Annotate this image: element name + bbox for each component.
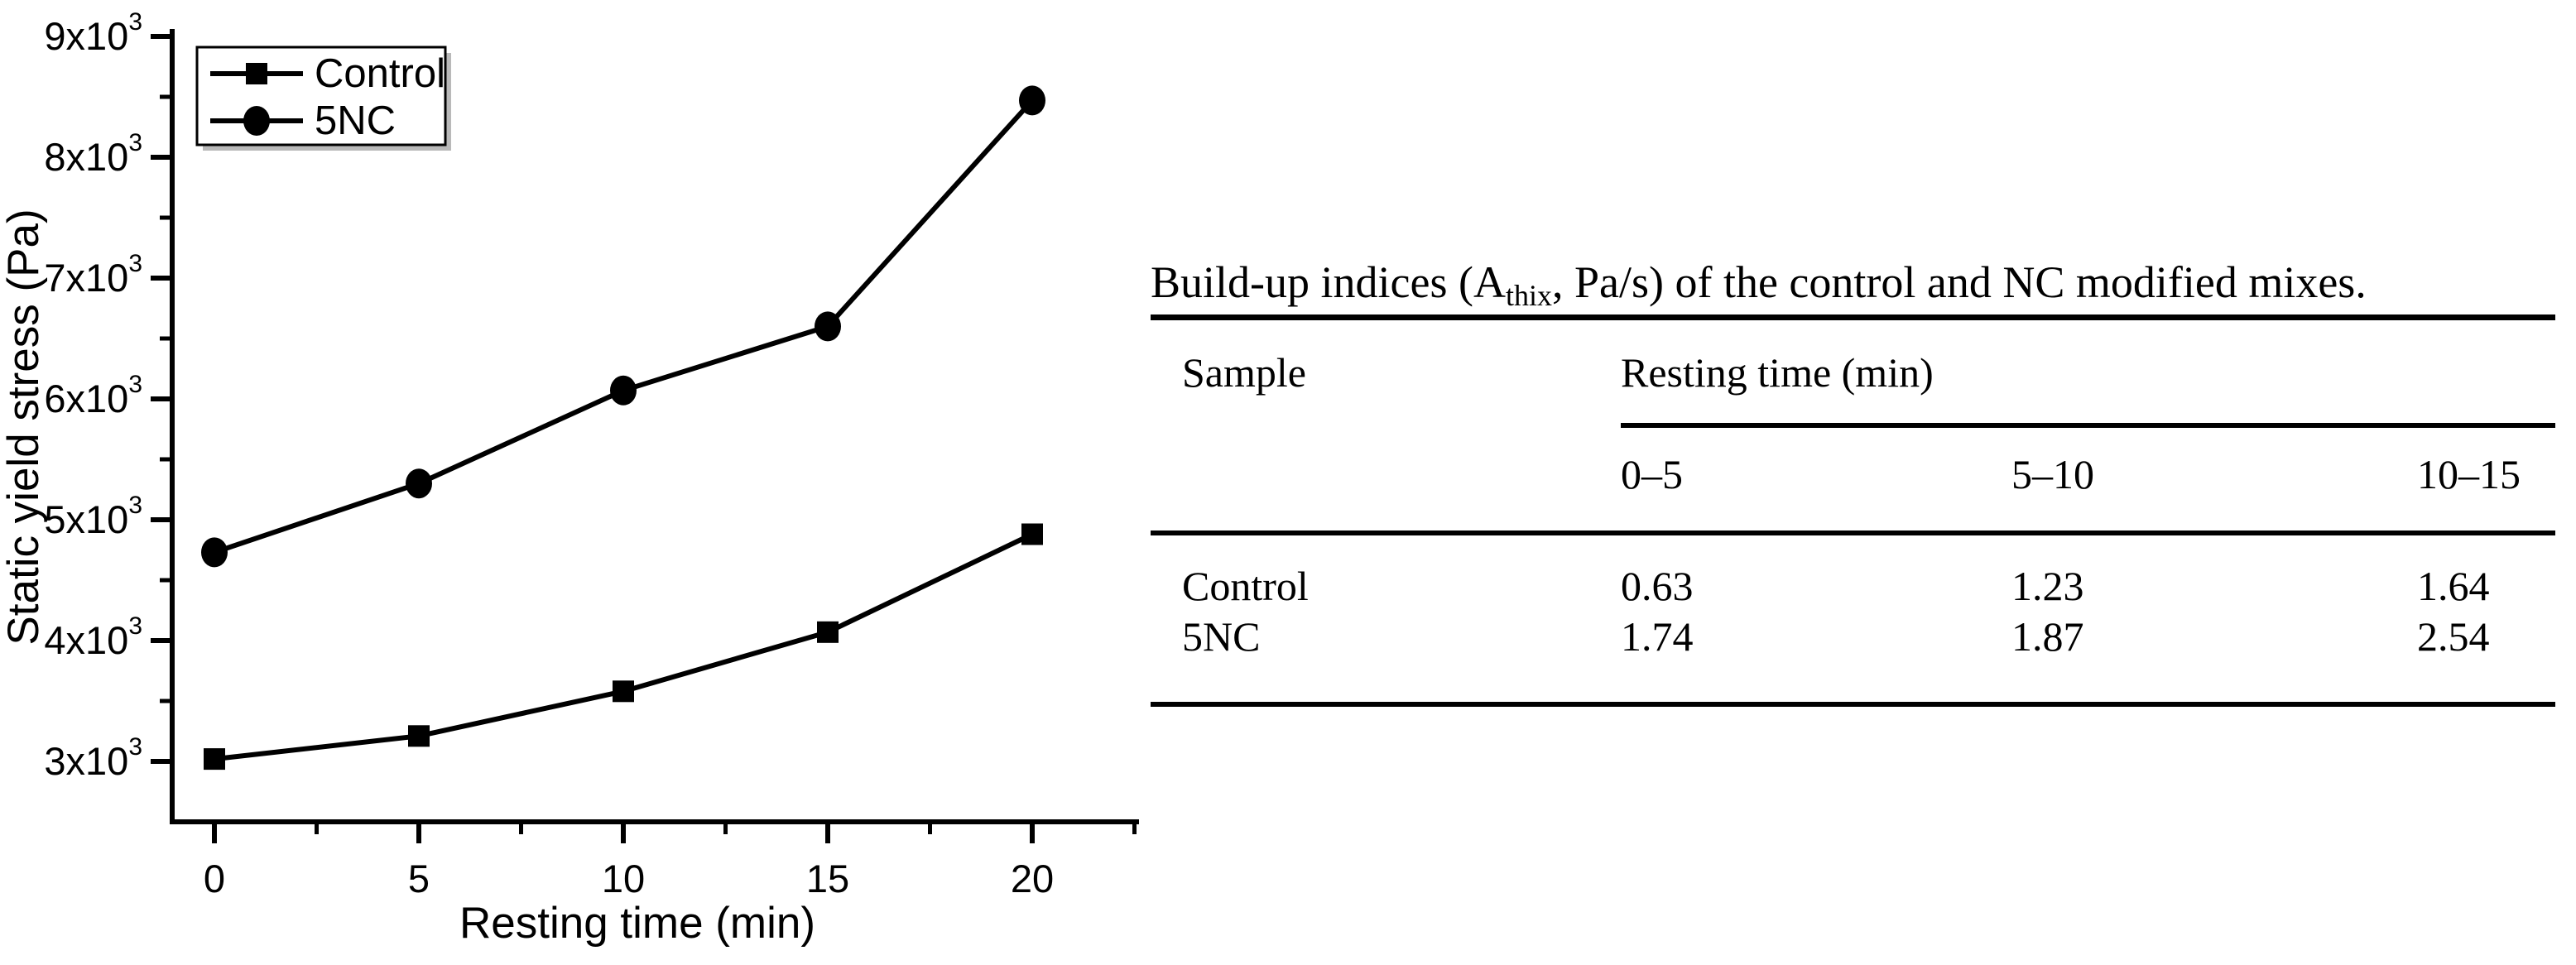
y-tick-label: 9x103 <box>44 8 142 58</box>
yield-stress-chart: 3x103 4x103 5x103 6x103 7x103 8x103 9x103 0 5 10 1… <box>0 0 1142 965</box>
row-5nc-value-0-5: 1.74 <box>1621 613 1694 660</box>
subheader-10-15: 10–15 <box>2417 451 2521 497</box>
subheader-0-5: 0–5 <box>1621 451 1683 497</box>
y-tick-label: 6x103 <box>44 371 142 420</box>
table-title-suffix: , Pa/s) of the control and NC modified m… <box>1551 257 2367 307</box>
row-5nc-label: 5NC <box>1182 613 1261 660</box>
circle-marker <box>1019 85 1045 116</box>
circle-marker <box>406 468 432 499</box>
legend-label: 5NC <box>315 98 396 143</box>
table-title: Build-up indices (Athix, Pa/s) of the co… <box>1151 257 2367 310</box>
square-marker <box>408 725 430 747</box>
series-control <box>204 523 1043 771</box>
y-tick-label: 3x103 <box>44 733 142 783</box>
legend-circle-marker <box>243 106 270 136</box>
x-tick-label: 20 <box>1011 857 1054 900</box>
square-marker <box>1021 523 1043 545</box>
circle-marker <box>610 375 637 406</box>
axes: 3x103 4x103 5x103 6x103 7x103 8x103 9x103 0 5 10 1… <box>44 8 1139 900</box>
header-sample: Sample <box>1182 349 1306 396</box>
table-rule-under-group-header <box>1621 423 2555 428</box>
row-control-label: Control <box>1182 563 1309 609</box>
y-tick-label: 7x103 <box>44 250 142 300</box>
x-tick-label: 5 <box>408 857 430 900</box>
square-marker <box>204 748 225 771</box>
circle-marker <box>815 311 841 342</box>
header-resting-time: Resting time (min) <box>1621 349 1934 396</box>
y-tick-label: 5x103 <box>44 492 142 541</box>
table-title-prefix: Build-up indices (A <box>1151 257 1506 307</box>
x-tick-label: 10 <box>602 857 645 900</box>
row-control-value-0-5: 0.63 <box>1621 563 1694 609</box>
square-marker <box>613 680 634 703</box>
x-tick-label: 0 <box>204 857 225 900</box>
y-tick-label: 4x103 <box>44 612 142 662</box>
circle-marker <box>201 537 228 568</box>
series-5nc <box>201 85 1045 568</box>
x-tick-label: 15 <box>806 857 849 900</box>
x-axis-title: Resting time (min) <box>459 899 815 948</box>
square-marker <box>817 621 839 643</box>
legend-square-marker <box>246 63 267 84</box>
row-5nc-value-10-15: 2.54 <box>2417 613 2490 660</box>
table-rule-bottom <box>1151 702 2555 707</box>
row-5nc-value-5-10: 1.87 <box>2011 613 2084 660</box>
y-tick-label: 8x103 <box>44 129 142 179</box>
row-control-value-10-15: 1.64 <box>2417 563 2490 609</box>
legend-label: Control <box>315 51 445 96</box>
row-control-value-5-10: 1.23 <box>2011 563 2084 609</box>
y-axis-title: Static yield stress (Pa) <box>0 209 48 645</box>
table-rule-above-data <box>1151 531 2555 535</box>
table-rule-top <box>1151 314 2555 320</box>
table-title-subscript: thix <box>1505 279 1552 312</box>
subheader-5-10: 5–10 <box>2011 451 2094 497</box>
